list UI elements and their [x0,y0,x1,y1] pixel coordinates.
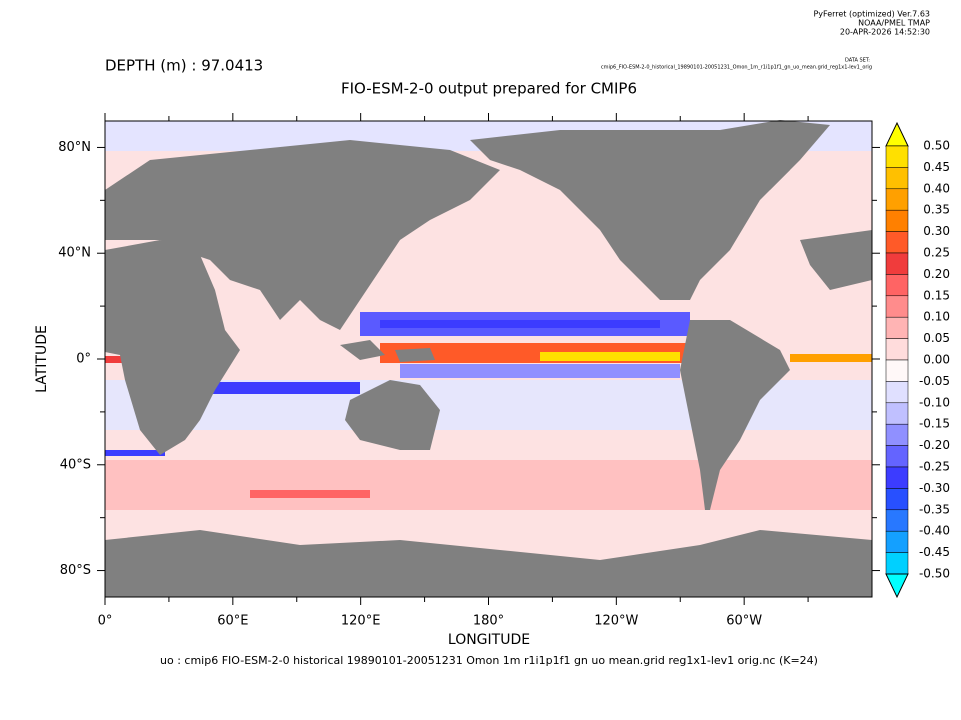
antarctica [105,530,872,597]
colorbar-label: -0.10 [919,395,950,409]
y-tick-label: 40°N [58,246,91,261]
x-tick-label: 120°W [594,614,638,629]
colorbar-band [885,338,909,361]
colorbar-label: 0.00 [923,353,950,367]
colorbar-arrow [885,121,909,147]
dataset-label: DATA SET: [845,58,870,64]
y-tick-label: 0° [76,352,91,367]
colorbar-band [885,295,909,318]
colorbar-band [885,423,909,446]
current [380,320,660,328]
colorbar-band [885,381,909,404]
colorbar-label: 0.40 [923,181,950,195]
dataset: cmip6_FIO-ESM-2-0_historical_19890101-20… [601,65,872,71]
colorbar-band [885,252,909,275]
colorbar-label: 0.20 [923,267,950,281]
depth: DEPTH (m) : 97.0413 [105,57,263,75]
colorbar-label: -0.15 [919,417,950,431]
africa [105,240,240,455]
map [104,120,873,598]
title: FIO-ESM-2-0 output prepared for CMIP6 [341,80,637,98]
software: PyFerret (optimized) Ver.7.63 [813,10,930,19]
colorbar-band [885,445,909,468]
southern-ocean [105,460,872,510]
y-tick-label: 40°S [60,457,91,472]
colorbar-label: 0.45 [923,160,950,174]
eurasia [105,140,500,330]
x-tick-label: 180° [473,614,504,629]
colorbar-band [885,274,909,297]
y-axis-label: LATITUDE [34,325,50,393]
colorbar-label: -0.45 [919,545,950,559]
current [250,490,370,498]
greenland [720,120,830,190]
colorbar-band [885,145,909,168]
y-tick-label: 80°N [58,140,91,155]
colorbar-band [885,188,909,211]
footer: uo : cmip6 FIO-ESM-2-0 historical 198901… [160,654,818,667]
x-tick-label: 120°E [341,614,381,629]
x-axis-label: LONGITUDE [448,632,530,648]
colorbar-label: 0.50 [923,139,950,153]
colorbar-band [885,359,909,382]
south-america [680,320,790,510]
colorbar-label: -0.40 [919,524,950,538]
indonesia [340,340,385,360]
org: NOAA/PMEL TMAP [858,19,930,28]
current [790,354,872,362]
colorbar-band [885,509,909,532]
colorbar-label: 0.05 [923,331,950,345]
y-tick-label: 80°S [60,563,91,578]
colorbar-band [885,488,909,511]
colorbar-band [885,316,909,339]
current [105,450,165,456]
colorbar-band [885,209,909,232]
x-tick-label: 0° [98,614,113,629]
colorbar-band [885,466,909,489]
colorbar-band [885,231,909,254]
current [400,364,680,378]
europe-west [800,230,872,290]
colorbar-label: -0.35 [919,502,950,516]
colorbar-label: -0.50 [919,567,950,581]
timestamp: 20-APR-2026 14:52:30 [840,28,930,37]
x-tick-label: 60°W [726,614,762,629]
colorbar-label: 0.30 [923,224,950,238]
current [540,352,680,361]
colorbar-label: -0.25 [919,460,950,474]
current [200,382,360,394]
colorbar-band [885,530,909,553]
x-tick-label: 60°E [217,614,248,629]
australia [345,380,440,450]
colorbar-label: 0.10 [923,310,950,324]
colorbar-band [885,402,909,425]
colorbar-label: -0.20 [919,438,950,452]
new-guinea [395,348,435,362]
colorbar-arrow [885,573,909,599]
colorbar-label: 0.15 [923,288,950,302]
colorbar-band [885,167,909,190]
colorbar-label: -0.30 [919,481,950,495]
colorbar-label: -0.05 [919,374,950,388]
north-america [470,130,790,300]
colorbar-label: 0.25 [923,246,950,260]
colorbar-band [885,552,909,575]
colorbar-label: 0.35 [923,203,950,217]
